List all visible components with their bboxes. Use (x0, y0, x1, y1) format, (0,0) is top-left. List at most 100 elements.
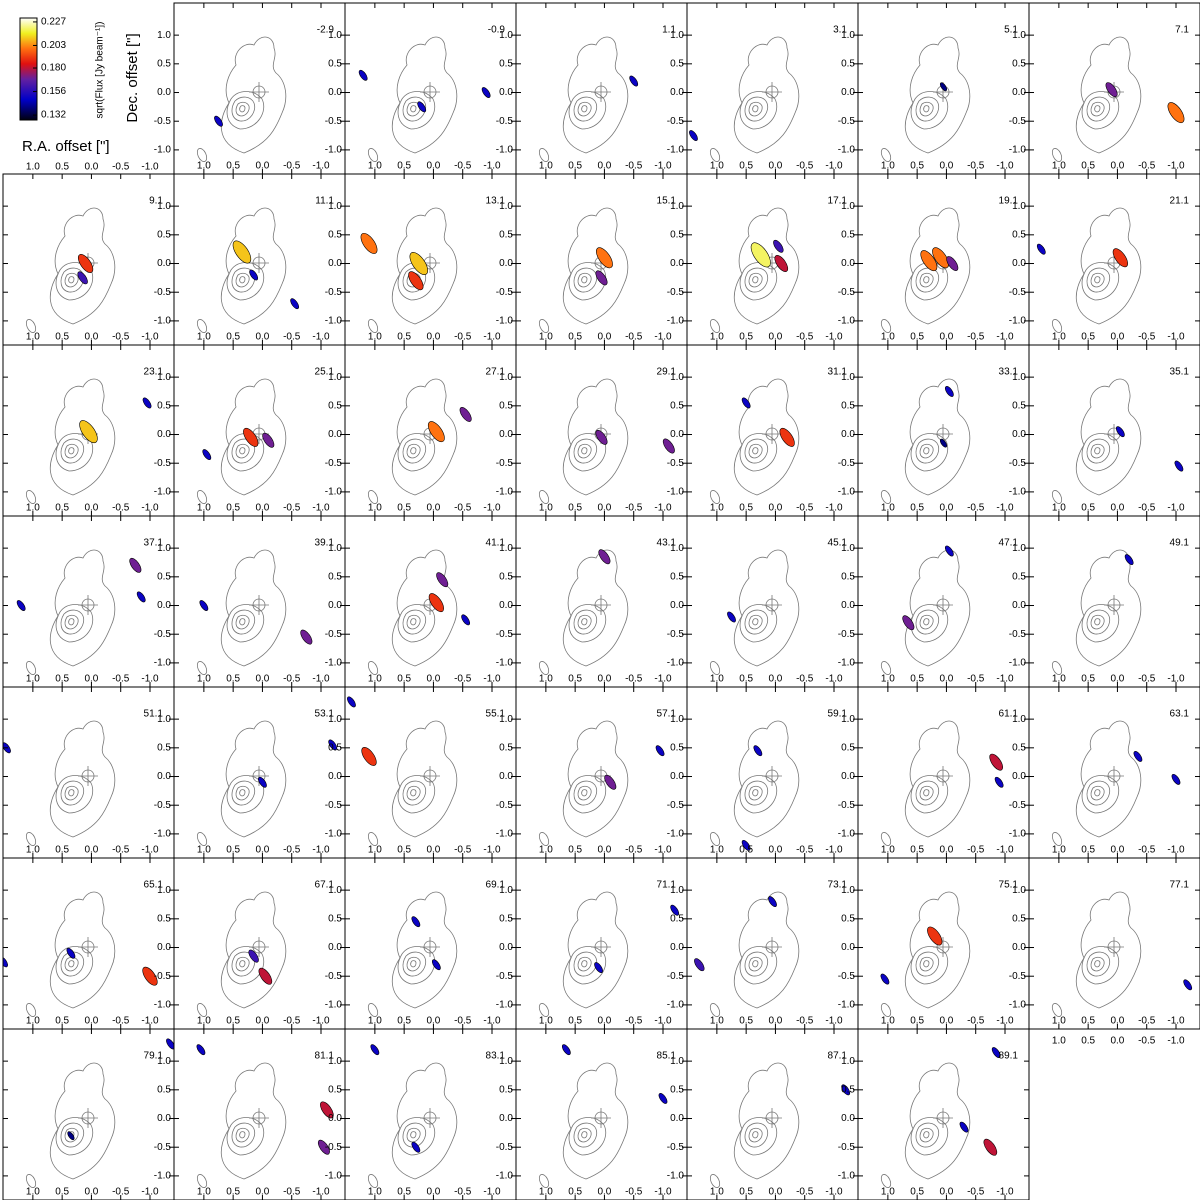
contour (239, 105, 246, 113)
contour (406, 785, 421, 801)
contour (402, 438, 427, 464)
x-tick-label: -1.0 (654, 845, 672, 856)
contour (748, 785, 763, 801)
x-tick-label: -1.0 (825, 332, 843, 343)
emission (461, 614, 471, 626)
panel (367, 378, 472, 504)
emission (1183, 979, 1193, 991)
y-tick-label: 1.0 (328, 30, 342, 41)
x-tick-label: 1.0 (881, 674, 895, 685)
emission (1174, 460, 1184, 472)
y-tick-label: -1.0 (496, 487, 514, 498)
y-tick-label: -1.0 (325, 829, 343, 840)
emission (629, 75, 639, 87)
y-tick-label: 0.5 (499, 571, 513, 582)
emission (66, 947, 76, 959)
emission (689, 130, 698, 141)
y-tick-label: -0.5 (325, 287, 343, 298)
panel (3, 720, 116, 846)
velocity-label: 73.1 (828, 880, 848, 891)
contour (752, 105, 759, 113)
x-tick-label: 0.5 (1081, 1036, 1095, 1047)
x-tick-label: 0.0 (1110, 1036, 1124, 1047)
y-tick-label: 0.5 (157, 571, 171, 582)
x-tick-label: 0.5 (55, 503, 69, 514)
emission (994, 776, 1004, 788)
x-tick-label: 1.0 (197, 1187, 211, 1198)
y-tick-label: 0.0 (1012, 429, 1026, 440)
continuum-contours (538, 36, 629, 162)
beam (367, 1174, 379, 1188)
x-tick-label: 0.0 (426, 503, 440, 514)
x-tick-label: 1.0 (710, 332, 724, 343)
beam (367, 148, 379, 162)
y-tick-label: -1.0 (838, 1171, 856, 1182)
contour (397, 1117, 436, 1156)
x-tick-label: 0.0 (1110, 161, 1124, 172)
continuum-contours (709, 1062, 800, 1188)
x-tick-label: 0.0 (1110, 503, 1124, 514)
beam (25, 661, 37, 675)
y-tick-label: -0.5 (496, 116, 514, 127)
x-tick-label: 1.0 (26, 674, 40, 685)
panel (880, 378, 971, 504)
x-tick-label: -1.0 (312, 161, 330, 172)
x-tick-label: -1.0 (654, 1187, 672, 1198)
x-tick-label: -1.0 (141, 1016, 159, 1027)
y-tick-label: -0.5 (496, 629, 514, 640)
x-tick-label: -1.0 (825, 845, 843, 856)
continuum-contours (367, 720, 458, 846)
y-tick-label: 1.0 (157, 1056, 171, 1067)
contour (915, 780, 940, 806)
y-tick-label: -0.5 (325, 629, 343, 640)
emission (129, 557, 142, 573)
velocity-label: 57.1 (657, 709, 677, 720)
velocity-label: 17.1 (828, 196, 848, 207)
x-tick-label: 1.0 (197, 674, 211, 685)
x-tick-label: 1.0 (197, 1016, 211, 1027)
contour (231, 438, 256, 464)
emission (902, 615, 915, 631)
x-tick-label: -1.0 (1167, 674, 1185, 685)
contour (1086, 780, 1111, 806)
velocity-label: 35.1 (1170, 367, 1190, 378)
y-tick-label: -1.0 (838, 829, 856, 840)
emission (481, 87, 491, 98)
beam (25, 1003, 37, 1017)
panel (689, 36, 800, 162)
x-tick-label: 0.0 (1110, 674, 1124, 685)
beam (367, 1003, 379, 1017)
contour (60, 951, 85, 977)
y-tick-label: 0.5 (670, 1084, 684, 1095)
x-tick-label: -0.5 (112, 674, 130, 685)
y-tick-label: -1.0 (1009, 145, 1027, 156)
contour (744, 267, 769, 293)
y-tick-label: -0.5 (667, 1142, 685, 1153)
source-cross (591, 595, 611, 615)
emission (932, 247, 949, 269)
y-tick-label: 0.0 (499, 771, 513, 782)
y-tick-label: 1.0 (670, 372, 684, 383)
x-tick-label: -1.0 (312, 503, 330, 514)
velocity-label: 7.1 (1175, 25, 1189, 36)
contour (239, 618, 246, 626)
emission (436, 572, 449, 588)
x-tick-label: 0.0 (939, 1016, 953, 1027)
panel (1051, 549, 1142, 675)
contour (64, 614, 79, 630)
contour (919, 1127, 934, 1143)
x-tick-label: 0.5 (568, 332, 582, 343)
x-tick-label: 1.0 (881, 503, 895, 514)
panel (880, 36, 971, 162)
contour (231, 96, 256, 122)
y-tick-label: 0.0 (328, 1113, 342, 1124)
y-tick-label: 0.5 (670, 400, 684, 411)
y-tick-label: 0.0 (670, 1113, 684, 1124)
x-tick-label: -1.0 (825, 1187, 843, 1198)
y-tick-label: 0.5 (328, 58, 342, 69)
emission (248, 949, 259, 963)
x-tick-label: 0.5 (226, 332, 240, 343)
x-tick-label: 0.0 (597, 845, 611, 856)
y-tick-label: -0.5 (1009, 629, 1027, 640)
y-tick-label: -1.0 (667, 487, 685, 498)
